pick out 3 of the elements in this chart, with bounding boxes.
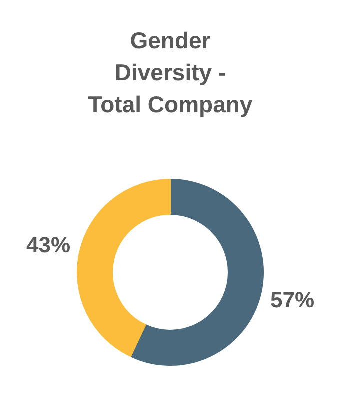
data-label: 43% [26,232,71,258]
data-label: 57% [270,287,315,312]
chart-title: Gender Diversity - Total Company [88,28,253,118]
